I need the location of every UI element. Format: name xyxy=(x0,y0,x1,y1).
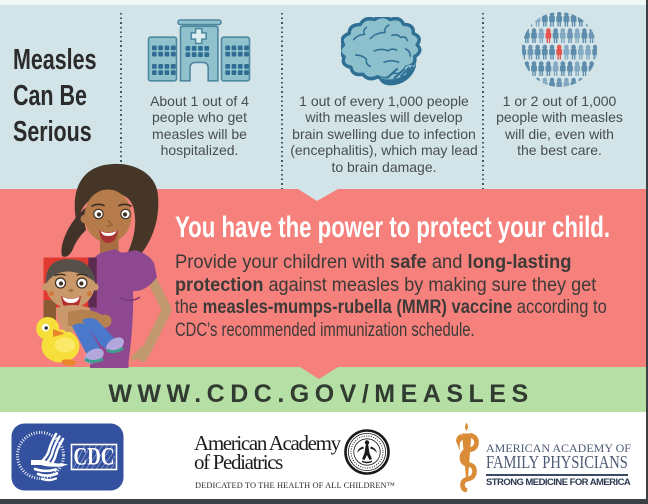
svg-text:CDC: CDC xyxy=(74,444,115,471)
